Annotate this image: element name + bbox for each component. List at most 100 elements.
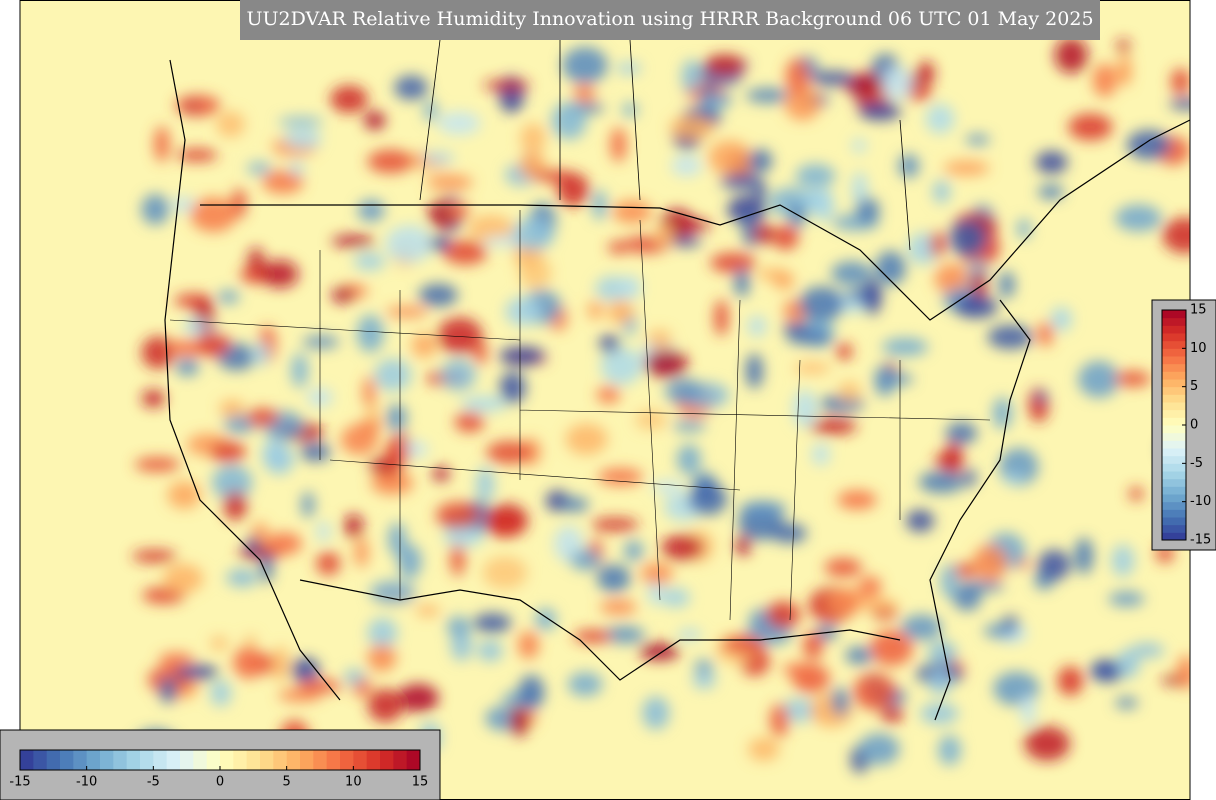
innovation-blob — [784, 85, 821, 121]
innovation-blob — [1115, 697, 1139, 709]
innovation-blob — [863, 277, 882, 316]
colorbar-segment — [1162, 333, 1186, 342]
colorbar-segment — [1162, 509, 1186, 518]
innovation-blob — [316, 520, 331, 542]
innovation-blob — [244, 634, 257, 647]
innovation-blob — [331, 287, 355, 303]
innovation-blob — [498, 346, 546, 366]
innovation-blob — [297, 679, 343, 693]
colorbar-segment — [86, 750, 101, 770]
colorbar-segment — [1162, 348, 1186, 357]
innovation-blob — [651, 480, 685, 495]
innovation-blob — [176, 149, 218, 162]
border — [200, 119, 1190, 321]
innovation-blob — [671, 155, 703, 177]
innovation-blob — [520, 123, 546, 154]
innovation-blob — [1092, 63, 1117, 98]
innovation-blob — [432, 466, 450, 482]
innovation-blob — [562, 46, 608, 84]
innovation-blob — [838, 380, 861, 402]
innovation-blob — [443, 240, 488, 265]
innovation-blob — [704, 54, 746, 76]
innovation-blob — [397, 683, 439, 712]
colorbar-tick-label: -5 — [1190, 456, 1203, 471]
colorbar-segment — [1162, 517, 1186, 526]
innovation-blob — [830, 261, 872, 286]
colorbar-segment — [193, 750, 208, 770]
innovation-blob — [965, 134, 991, 146]
colorbar-segment — [46, 750, 61, 770]
innovation-blob — [858, 575, 882, 599]
colorbar-segment — [1162, 363, 1186, 372]
innovation-blob — [167, 481, 201, 509]
innovation-blob — [745, 353, 763, 389]
innovation-blob — [443, 527, 484, 547]
colorbar-segment — [313, 750, 328, 770]
colorbar-segment — [140, 750, 154, 770]
innovation-blob — [880, 706, 904, 723]
innovation-blob — [753, 223, 774, 244]
innovation-blob — [875, 250, 906, 286]
colorbar-segment — [1162, 386, 1186, 395]
innovation-blob — [1114, 370, 1151, 387]
innovation-blob — [476, 466, 495, 503]
innovation-blob — [858, 733, 900, 765]
innovation-blob — [769, 703, 789, 738]
innovation-blob — [963, 468, 977, 487]
innovation-blob — [812, 188, 835, 222]
innovation-blob — [972, 545, 1008, 581]
innovation-blob — [246, 408, 280, 427]
innovation-blob — [450, 629, 473, 662]
innovation-blob — [635, 410, 668, 430]
innovation-blob — [567, 672, 603, 697]
innovation-blob — [421, 151, 455, 164]
innovation-blob — [557, 172, 590, 207]
innovation-blob — [264, 443, 295, 475]
innovation-blob — [639, 643, 680, 661]
innovation-blob — [780, 698, 818, 723]
innovation-blob — [940, 564, 959, 599]
innovation-blob — [809, 418, 857, 435]
colorbar-tick-label: -5 — [147, 775, 160, 790]
innovation-blob — [603, 626, 645, 644]
innovation-blob — [837, 490, 877, 510]
innovation-blob — [1118, 53, 1132, 87]
innovation-blob — [265, 532, 303, 555]
innovation-blob — [316, 551, 341, 576]
innovation-blob — [880, 66, 914, 101]
innovation-blob — [773, 271, 795, 290]
innovation-blob — [1176, 655, 1190, 690]
colorbar-segment — [326, 750, 341, 770]
innovation-blob — [386, 404, 407, 432]
innovation-blob — [920, 702, 959, 725]
innovation-blob — [619, 275, 642, 300]
innovation-blob — [930, 231, 945, 258]
innovation-blob — [853, 672, 896, 710]
innovation-blob — [616, 62, 642, 75]
innovation-blob — [428, 236, 452, 251]
colorbar-segment — [366, 750, 381, 770]
colorbar-segment — [353, 750, 368, 770]
innovation-blob — [356, 314, 384, 353]
colorbar-segment — [406, 750, 421, 770]
innovation-blob — [694, 659, 714, 674]
colorbar-segment — [126, 750, 141, 770]
innovation-blob — [210, 636, 229, 651]
innovation-blob — [669, 115, 715, 140]
colorbar-segment — [1162, 478, 1186, 487]
colorbar-segment — [260, 750, 274, 770]
innovation-blob — [1035, 151, 1068, 174]
innovation-blob — [856, 197, 880, 224]
innovation-blob — [943, 441, 964, 476]
colorbar-segment — [180, 750, 194, 770]
colorbar-segment — [1162, 356, 1186, 365]
colorbar-segment — [1162, 532, 1186, 541]
colorbar-tick-label: 10 — [345, 775, 362, 790]
innovation-blob — [905, 509, 935, 533]
innovation-blob — [261, 260, 299, 288]
innovation-blob — [175, 358, 200, 377]
innovation-blob — [622, 102, 638, 117]
innovation-blob — [1038, 184, 1064, 200]
colorbar-segment — [1162, 409, 1186, 418]
